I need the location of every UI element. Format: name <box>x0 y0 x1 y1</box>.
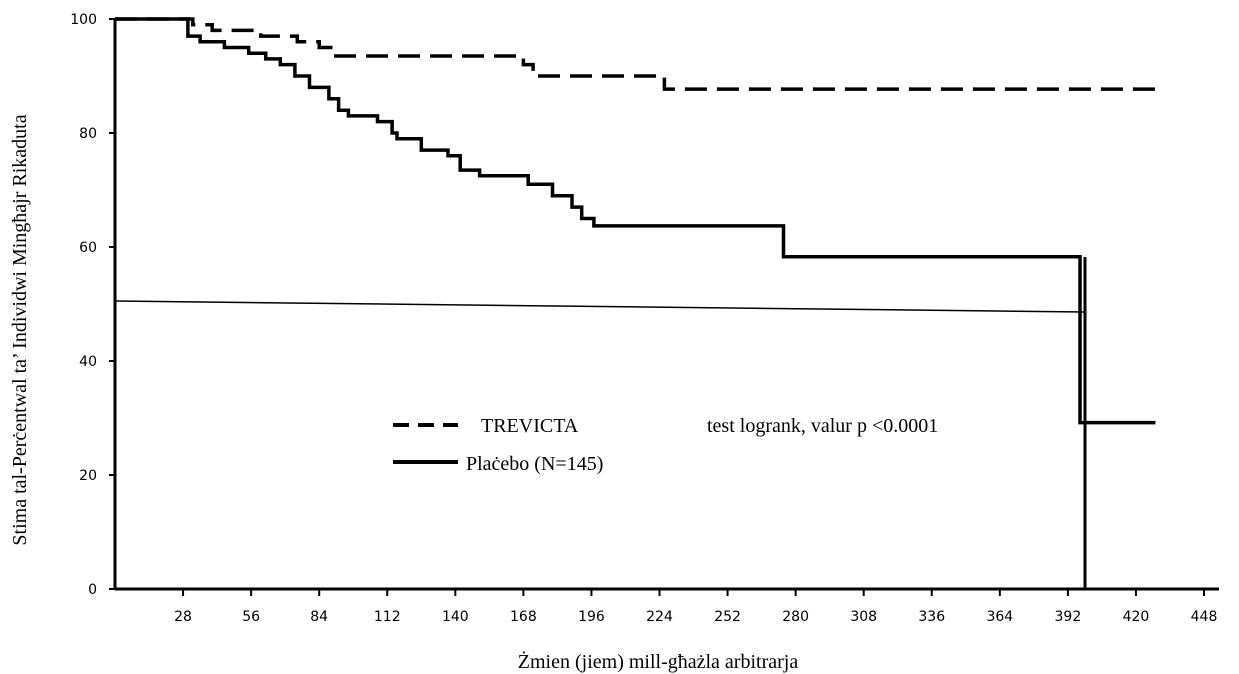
x-tick-label: 448 <box>1191 609 1218 625</box>
x-tick-label: 168 <box>510 609 537 625</box>
series-line-trevicta <box>115 17 1156 91</box>
y-axis-label: Stima tal-Perċentwal ta’ Individwi Mingħ… <box>9 114 31 545</box>
legend-placebo-label: Plaċebo (N=145) <box>466 453 603 475</box>
x-axis-label: Żmien (jiem) mill-għażla arbitrarja <box>518 650 799 673</box>
y-tick-label: 40 <box>79 354 97 370</box>
y-tick-label: 0 <box>88 582 97 598</box>
x-tick-label: 392 <box>1055 609 1082 625</box>
x-tick-label: 112 <box>374 609 401 625</box>
x-tick-label: 252 <box>714 609 741 625</box>
x-tick-label: 224 <box>646 609 673 625</box>
x-tick-label: 196 <box>578 609 605 625</box>
legend-trevicta-label: TREVICTA <box>481 415 579 437</box>
series-group <box>115 17 1156 425</box>
legend: TREVICTA Plaċebo (N=145) <box>393 415 603 475</box>
x-ticks: 28 56 84 112 140 168 196 224 252 280 308 336 364 392 4… <box>174 589 1217 625</box>
y-tick-label: 60 <box>79 240 97 256</box>
x-tick-label: 420 <box>1123 609 1150 625</box>
y-tick-label: 20 <box>79 468 97 484</box>
x-tick-label: 364 <box>986 609 1013 625</box>
x-tick-label: 336 <box>918 609 945 625</box>
x-tick-label: 140 <box>442 609 469 625</box>
x-tick-label: 28 <box>174 609 192 625</box>
x-tick-label: 280 <box>782 609 809 625</box>
y-ticks: 0 20 40 60 80 100 <box>70 12 115 598</box>
logrank-annotation: test logrank, valur p <0.0001 <box>707 415 938 437</box>
x-tick-label: 84 <box>310 609 328 625</box>
series-line-placebo <box>115 17 1156 425</box>
y-tick-label: 80 <box>79 126 97 142</box>
x-tick-label: 56 <box>242 609 260 625</box>
x-tick-label: 308 <box>850 609 877 625</box>
reference-line <box>114 300 1086 313</box>
y-tick-label: 100 <box>70 12 97 28</box>
